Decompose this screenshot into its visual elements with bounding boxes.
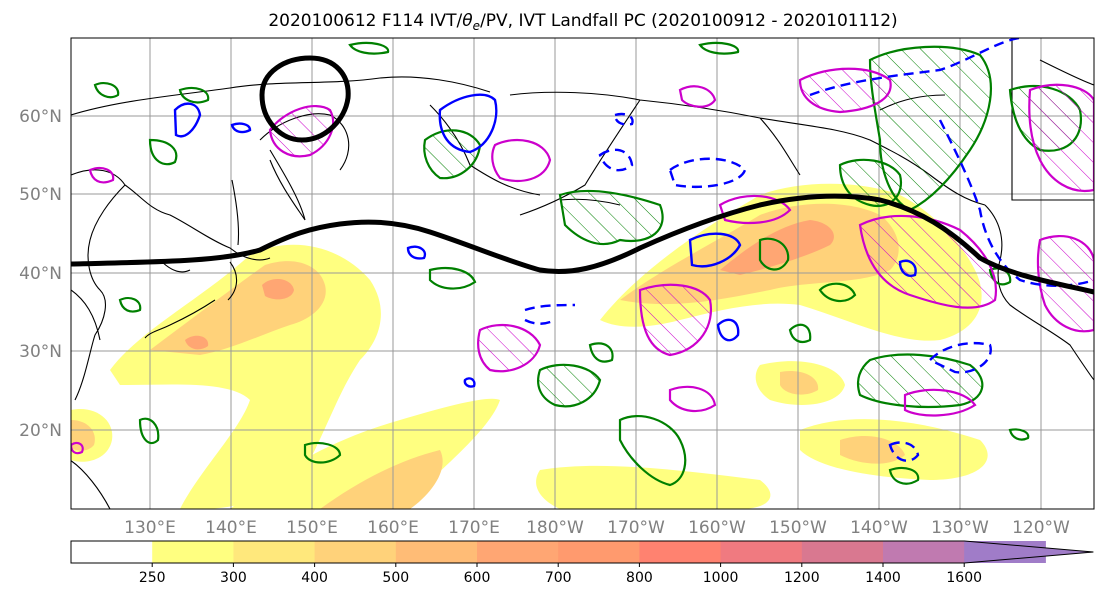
colorbar-segment: [720, 541, 803, 563]
colorbar-segment: [395, 541, 478, 563]
colorbar-outline: [70, 540, 1094, 564]
lat-label: 30°N: [19, 342, 62, 362]
lon-label: 170°E: [448, 518, 500, 538]
lon-label: 160°W: [688, 518, 746, 538]
colorbar-segment: [558, 541, 640, 563]
ivt-region-south: [230, 398, 500, 509]
lat-label: 50°N: [19, 185, 62, 205]
lon-label: 130°W: [931, 518, 989, 538]
colorbar-tick-label: 1200: [784, 570, 820, 586]
colorbar-tick-label: 1600: [946, 570, 982, 586]
colorbar-segment: [314, 541, 397, 563]
colorbar-tick-label: 250: [139, 570, 166, 586]
jet-closed-contour: [259, 55, 351, 143]
colorbar-tick-label: 600: [464, 570, 491, 586]
pv-contours: [71, 67, 1094, 455]
lon-label: 120°W: [1012, 518, 1070, 538]
lon-label: 150°W: [769, 518, 827, 538]
jet-main-contour: [71, 193, 1094, 295]
colorbar-tick-label: 800: [626, 570, 653, 586]
colorbar-tick-label: 1000: [703, 570, 739, 586]
colorbar-tick-label: 400: [301, 570, 328, 586]
lon-label: 130°E: [124, 518, 176, 538]
colorbar-segment: [233, 541, 316, 563]
lat-label: 60°N: [19, 107, 62, 127]
lon-label: 150°E: [286, 518, 338, 538]
ivt-region-east-high: [720, 220, 834, 275]
colorbar-labels: 250 300 400 500 600 700 800 1000 1200 1400 1600: [139, 570, 982, 586]
lon-label: 160°E: [367, 518, 419, 538]
colorbar-tick-label: 300: [220, 570, 247, 586]
colorbar-tick-label: 700: [545, 570, 572, 586]
map-title: 2020100612 F114 IVT/θe/PV, IVT Landfall …: [268, 11, 897, 33]
lon-label: 140°W: [850, 518, 908, 538]
theta-e-contours: [173, 38, 1094, 462]
lon-labels: 130°E 140°E 150°E 160°E 170°E 180°W 170°…: [124, 518, 1070, 538]
colorbar-segment: [801, 541, 884, 563]
map-area: [71, 38, 1094, 509]
colorbar-tick-label: 500: [382, 570, 409, 586]
lon-label: 170°W: [607, 518, 665, 538]
colorbar-ticks: [151, 563, 965, 567]
colorbar-tick-label: 1400: [865, 570, 901, 586]
colorbar-segment: [152, 541, 234, 563]
lat-labels: 60°N 50°N 40°N 30°N 20°N: [19, 107, 62, 441]
colorbar-segment: [477, 541, 559, 563]
lat-label: 40°N: [19, 264, 62, 284]
ivt-region-south-mid: [320, 450, 443, 509]
lon-label: 140°E: [205, 518, 257, 538]
jet-contours: [71, 55, 1094, 295]
colorbar-segment: [639, 541, 722, 563]
colorbar: 250 300 400 500 600 700 800 1000 1200 1400 1600: [70, 540, 1094, 586]
coast-japan: [144, 179, 240, 339]
lat-label: 20°N: [19, 421, 62, 441]
ivt-region-west-high: [185, 278, 294, 350]
colorbar-segments: [70, 540, 1094, 564]
map-frame: [70, 37, 1095, 510]
colorbar-extension: [964, 541, 1094, 563]
colorbar-segment: [883, 541, 965, 563]
lon-label: 180°W: [526, 518, 584, 538]
colorbar-segment: [71, 541, 153, 563]
